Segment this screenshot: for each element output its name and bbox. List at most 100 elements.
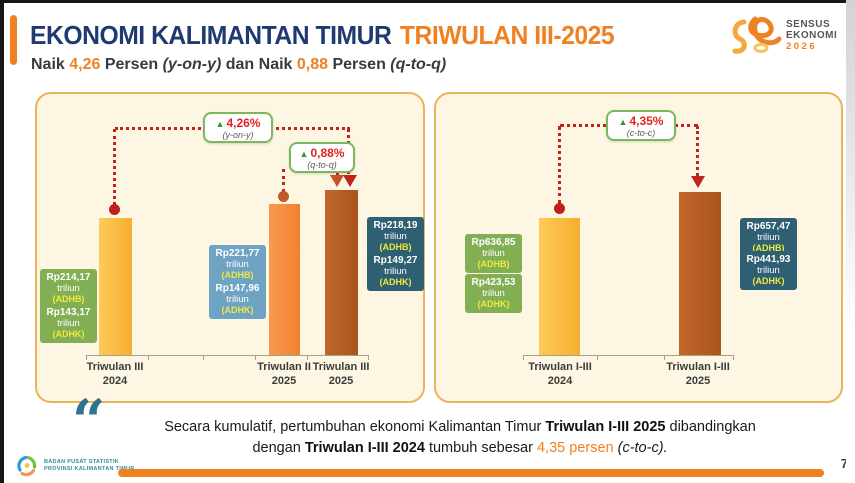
tag: (ADHK) xyxy=(477,299,510,309)
axis-tick xyxy=(597,355,598,360)
bps-logo-icon xyxy=(15,454,39,483)
bar-triwulan-i-iii-2024 xyxy=(539,218,580,355)
sensus-logo-text: SENSUS EKONOMI 2026 xyxy=(786,19,837,52)
value: Rp214,17 xyxy=(46,272,91,283)
arrow-down-marker-ctc xyxy=(691,176,705,188)
up-arrow-icon: ▲ xyxy=(299,149,309,159)
yoy-growth-note: (y-on-y) xyxy=(222,130,254,140)
sensus-ekonomi-logo: SENSUS EKONOMI 2026 xyxy=(728,10,846,68)
x-label-i-iii-2024: Triwulan I-III 2024 xyxy=(510,360,610,388)
screen-edge-top xyxy=(0,0,855,3)
subtitle-value-yoy: 4,26 xyxy=(69,56,101,73)
value-box-adhb-q3-2024: Rp214,17 triliun (ADHB) xyxy=(40,269,97,308)
quote-ctc-note: (c-to-c). xyxy=(617,440,668,456)
x-axis xyxy=(523,355,733,356)
value: Rp423,53 xyxy=(471,277,516,288)
x-label-i-iii-2025: Triwulan I-III 2025 xyxy=(648,360,748,388)
unit: triliun xyxy=(226,294,249,305)
tag: (ADHK) xyxy=(379,277,412,287)
sensus-year: 2026 xyxy=(786,41,818,52)
value-box-adhb-q3-2025: Rp218,19 triliun (ADHB) xyxy=(367,217,424,256)
x-label-line2: 2024 xyxy=(102,375,128,387)
x-axis xyxy=(86,355,369,356)
x-label-q2-2025: Triwulan II 2025 xyxy=(234,360,334,388)
quote-bold-2025: Triwulan I-III 2025 xyxy=(545,419,666,435)
x-label-line1: Triwulan I-III xyxy=(666,361,730,373)
subtitle-paren-qtq: (q-to-q) xyxy=(390,56,447,73)
subtitle-paren-yoy: (y-on-y) xyxy=(162,56,222,73)
value-box-adhk-i-iii-2025: Rp441,93 triliun (ADHK) xyxy=(740,251,797,290)
unit: triliun xyxy=(482,248,505,259)
axis-tick xyxy=(664,355,665,360)
value-box-adhk-q3-2025: Rp149,27 triliun (ADHK) xyxy=(367,252,424,291)
page-number: 7 xyxy=(840,456,848,471)
value-box-adhb-q2-2025: Rp221,77 triliun (ADHB) xyxy=(209,245,266,284)
subtitle-text: Naik xyxy=(31,56,70,73)
unit: triliun xyxy=(482,288,505,299)
unit: triliun xyxy=(57,283,80,294)
tag: (ADHK) xyxy=(221,305,254,315)
title-primary: EKONOMI KALIMANTAN TIMUR xyxy=(30,20,392,50)
quote-text-part: dibandingkan xyxy=(665,419,756,435)
value: Rp657,47 xyxy=(746,221,791,232)
tag: (ADHB) xyxy=(379,242,412,252)
arrow-down-marker-yoy xyxy=(343,175,357,187)
tag: (ADHK) xyxy=(752,276,785,286)
page-title: EKONOMI KALIMANTAN TIMUR TRIWULAN III-202… xyxy=(30,20,615,51)
unit: triliun xyxy=(757,265,780,276)
yoy-connector-drop-left xyxy=(113,129,116,205)
axis-tick xyxy=(203,355,204,360)
tag: (ADHK) xyxy=(52,329,85,339)
quote-icon: “ xyxy=(72,387,106,455)
subtitle-value-qtq: 0,88 xyxy=(296,56,329,73)
tag: (ADHB) xyxy=(52,294,85,304)
value-box-adhk-i-iii-2024: Rp423,53 triliun (ADHK) xyxy=(465,274,522,313)
arrow-down-marker-qtq xyxy=(330,175,344,187)
bps-org-name: BADAN PUSAT STATISTIK PROVINSI KALIMANTA… xyxy=(44,459,135,473)
unit: triliun xyxy=(226,259,249,270)
footer-accent-bar xyxy=(118,469,824,477)
value: Rp147,96 xyxy=(215,283,260,294)
quote-text-part: dengan xyxy=(252,440,305,456)
summary-quote: Secara kumulatif, pertumbuhan ekonomi Ka… xyxy=(120,417,800,459)
qtq-growth-note: (q-to-q) xyxy=(307,160,337,170)
x-label-line1: Triwulan I-III xyxy=(528,361,592,373)
ctc-connector-drop-left xyxy=(558,126,561,204)
circle-marker-q2-2025 xyxy=(278,191,289,202)
quarterly-chart-panel: ▲ 4,26% (y-on-y) ▲ 0,88% (q-to-q) Rp214,17… xyxy=(35,92,425,403)
ctc-growth-value: 4,35% xyxy=(629,114,664,128)
x-label-line2: 2025 xyxy=(685,375,711,387)
tag: (ADHB) xyxy=(477,259,510,269)
quote-bold-2024: Triwulan I-III 2024 xyxy=(304,440,425,456)
up-arrow-icon: ▲ xyxy=(215,119,225,129)
unit: triliun xyxy=(384,266,407,277)
sensus-line1: SENSUS xyxy=(786,19,831,30)
axis-tick xyxy=(368,355,369,360)
quote-text-part: Secara kumulatif, pertumbuhan ekonomi Ka… xyxy=(164,419,546,435)
subtitle-text: Persen xyxy=(100,56,163,73)
value: Rp221,77 xyxy=(215,248,260,259)
x-label-line1: Triwulan III xyxy=(312,361,370,373)
x-label-line1: Triwulan II xyxy=(257,361,311,373)
value-box-adhk-q3-2024: Rp143,17 triliun (ADHK) xyxy=(40,304,97,343)
unit: triliun xyxy=(57,318,80,329)
x-label-line2: 2024 xyxy=(547,375,573,387)
bar-triwulan-i-iii-2025 xyxy=(679,192,721,355)
unit: triliun xyxy=(757,232,780,243)
value-box-adhb-i-iii-2024: Rp636,85 triliun (ADHB) xyxy=(465,234,522,273)
sensus-logo-icon xyxy=(732,16,782,54)
value: Rp218,19 xyxy=(373,220,418,231)
yoy-growth-value: 4,26% xyxy=(226,116,261,130)
circle-marker-i-iii-2024 xyxy=(554,203,565,214)
ctc-connector-drop-right xyxy=(696,126,699,176)
quote-text-part: tumbuh sebesar xyxy=(424,440,537,456)
qtq-connector-drop-left xyxy=(282,169,285,192)
screen-edge-right xyxy=(846,0,855,483)
bar-triwulan-iii-2025 xyxy=(325,190,358,355)
cumulative-chart-panel: ▲ 4,35% (c-to-c) Rp636,85 triliun (ADHB) … xyxy=(434,92,843,403)
page-subtitle: Naik 4,26 Persen (y-on-y) dan Naik 0,88 … xyxy=(31,56,446,74)
value: Rp636,85 xyxy=(471,237,516,248)
bps-org-line2: PROVINSI KALIMANTAN TIMUR xyxy=(44,466,135,472)
value: Rp149,27 xyxy=(373,255,418,266)
